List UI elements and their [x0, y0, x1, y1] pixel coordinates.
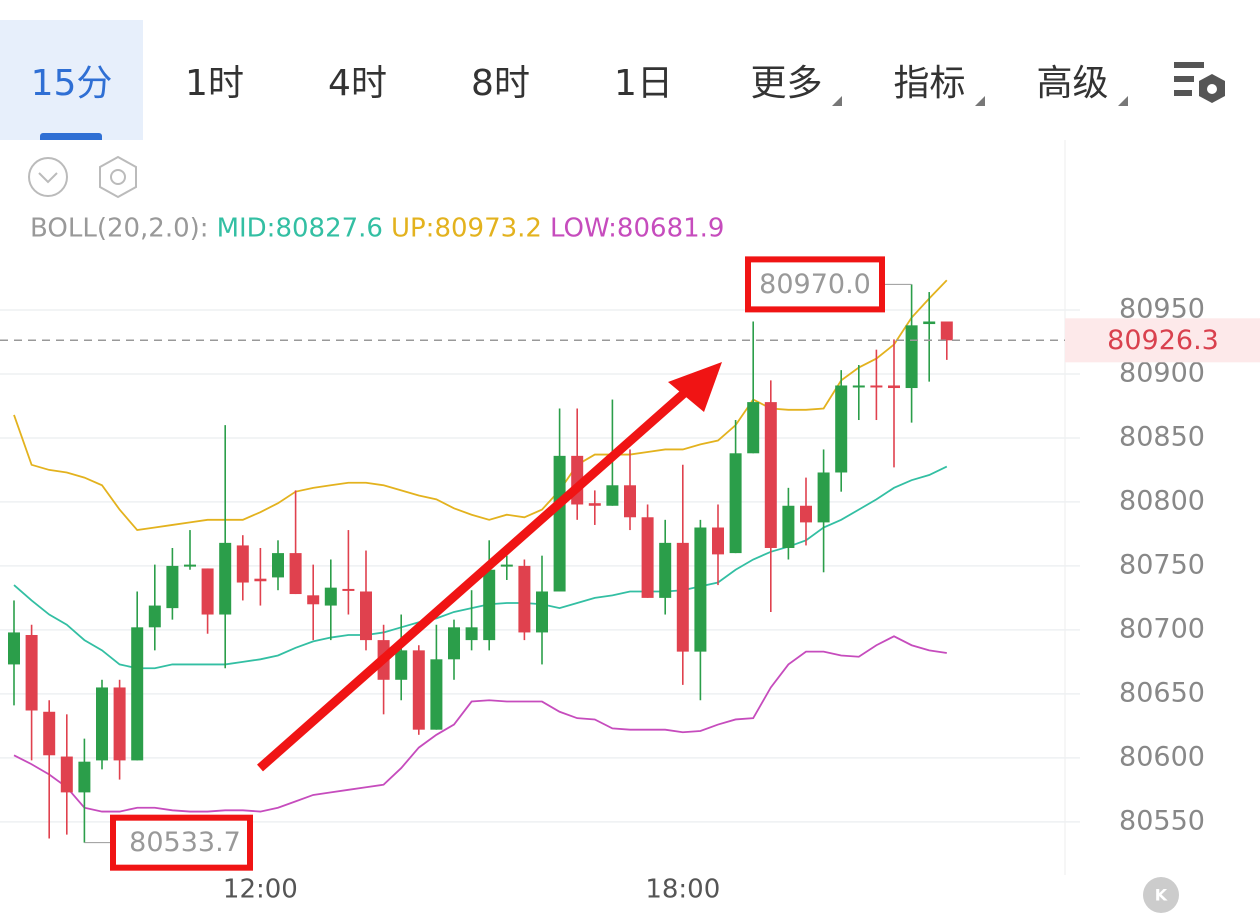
y-tick-label: 80800 — [1119, 485, 1205, 516]
highlight-box — [745, 256, 885, 313]
candle-body — [905, 325, 918, 389]
x-tick-label: 12:00 — [223, 875, 298, 905]
tab[interactable]: 15分 — [0, 20, 143, 140]
y-tick-label: 80650 — [1119, 677, 1205, 708]
legend-entry: LOW:80681.9 — [550, 214, 724, 244]
candle-body — [184, 564, 196, 567]
filter-icon[interactable] — [1174, 62, 1225, 103]
tab[interactable]: 1日 — [614, 63, 673, 104]
legend-entry: UP:80973.2 — [391, 214, 542, 244]
tab[interactable]: 4时 — [328, 63, 387, 104]
candle-body — [254, 578, 267, 582]
candle-body — [483, 569, 496, 641]
max-label: 80970.0 — [759, 269, 871, 300]
y-tick-label: 80900 — [1119, 357, 1205, 388]
candle-body — [307, 595, 320, 605]
candle-body — [729, 453, 742, 554]
highlight-box — [110, 814, 253, 871]
corner-button-bg[interactable] — [1143, 877, 1179, 913]
y-tick-label: 80550 — [1119, 805, 1205, 836]
settings-icon[interactable] — [99, 155, 137, 199]
candle-body — [289, 553, 302, 595]
tab[interactable]: 1时 — [185, 63, 244, 104]
trend-arrow — [257, 362, 722, 772]
candle-body — [536, 591, 548, 633]
candle-body — [588, 503, 601, 506]
candle-body — [500, 564, 513, 567]
y-tick-label: 80750 — [1119, 549, 1205, 580]
boll-line — [13, 279, 948, 532]
candle-body — [712, 527, 724, 555]
y-tick-label: 80600 — [1119, 741, 1205, 772]
candle-body — [8, 632, 20, 665]
candle-body — [659, 542, 672, 598]
tab[interactable]: 高级 — [1001, 20, 1144, 140]
candle-body — [835, 385, 848, 473]
candle-body — [817, 472, 830, 523]
candle-body — [870, 385, 883, 388]
candle-body — [131, 627, 144, 761]
corner-button[interactable]: K — [1155, 886, 1168, 905]
candle-body — [465, 627, 478, 641]
tab[interactable]: 8时 — [471, 63, 530, 104]
candle-body — [43, 711, 56, 756]
min-label: 80533.7 — [129, 827, 241, 858]
candle-body — [236, 545, 249, 583]
candle-body — [624, 485, 636, 518]
legend-entry: MID:80827.6 — [217, 214, 383, 244]
candle-body — [923, 321, 936, 325]
candle-body — [553, 455, 566, 592]
candle-body — [272, 553, 284, 578]
current-price-label: 80926.3 — [1107, 325, 1219, 356]
candle-body — [764, 402, 777, 548]
candle-body — [342, 588, 355, 591]
candle-body — [694, 527, 707, 652]
candle-body — [518, 565, 531, 633]
current-price-box — [1065, 318, 1260, 363]
y-tick-label: 80700 — [1119, 613, 1205, 644]
candle-body — [800, 505, 812, 523]
candle-body — [606, 485, 619, 506]
candle-body — [782, 505, 795, 548]
collapse-icon[interactable] — [28, 157, 68, 197]
candle-body — [219, 542, 232, 615]
candle-body — [166, 565, 179, 609]
legend-entry: BOLL(20,2.0): — [30, 214, 209, 244]
candle-body — [148, 605, 161, 628]
timeframe-tabs: 15分 1时 4时 8时 1日 更多 指标 高级 — [0, 20, 1260, 140]
y-tick-label: 80850 — [1119, 421, 1205, 452]
candle-body — [430, 659, 443, 730]
candle-body — [641, 517, 654, 598]
candle-body — [940, 321, 953, 341]
x-tick-label: 18:00 — [645, 875, 720, 905]
candle-body — [96, 687, 108, 761]
candle-body — [78, 761, 91, 793]
tab[interactable]: 更多 — [715, 20, 858, 140]
boll-line — [13, 635, 947, 813]
candle-body — [60, 756, 73, 793]
candle-body — [25, 634, 38, 711]
candle-body — [448, 627, 460, 660]
candle-body — [747, 402, 760, 454]
candle-body — [201, 568, 214, 615]
candle-body — [395, 650, 408, 680]
candle-body — [888, 385, 900, 389]
candle-body — [324, 587, 337, 606]
candle-body — [113, 687, 126, 761]
candle-body — [852, 385, 865, 388]
candle-body — [412, 650, 425, 730]
tab[interactable]: 指标 — [858, 20, 1001, 140]
candle-body — [360, 591, 372, 641]
candle-body — [676, 542, 689, 652]
